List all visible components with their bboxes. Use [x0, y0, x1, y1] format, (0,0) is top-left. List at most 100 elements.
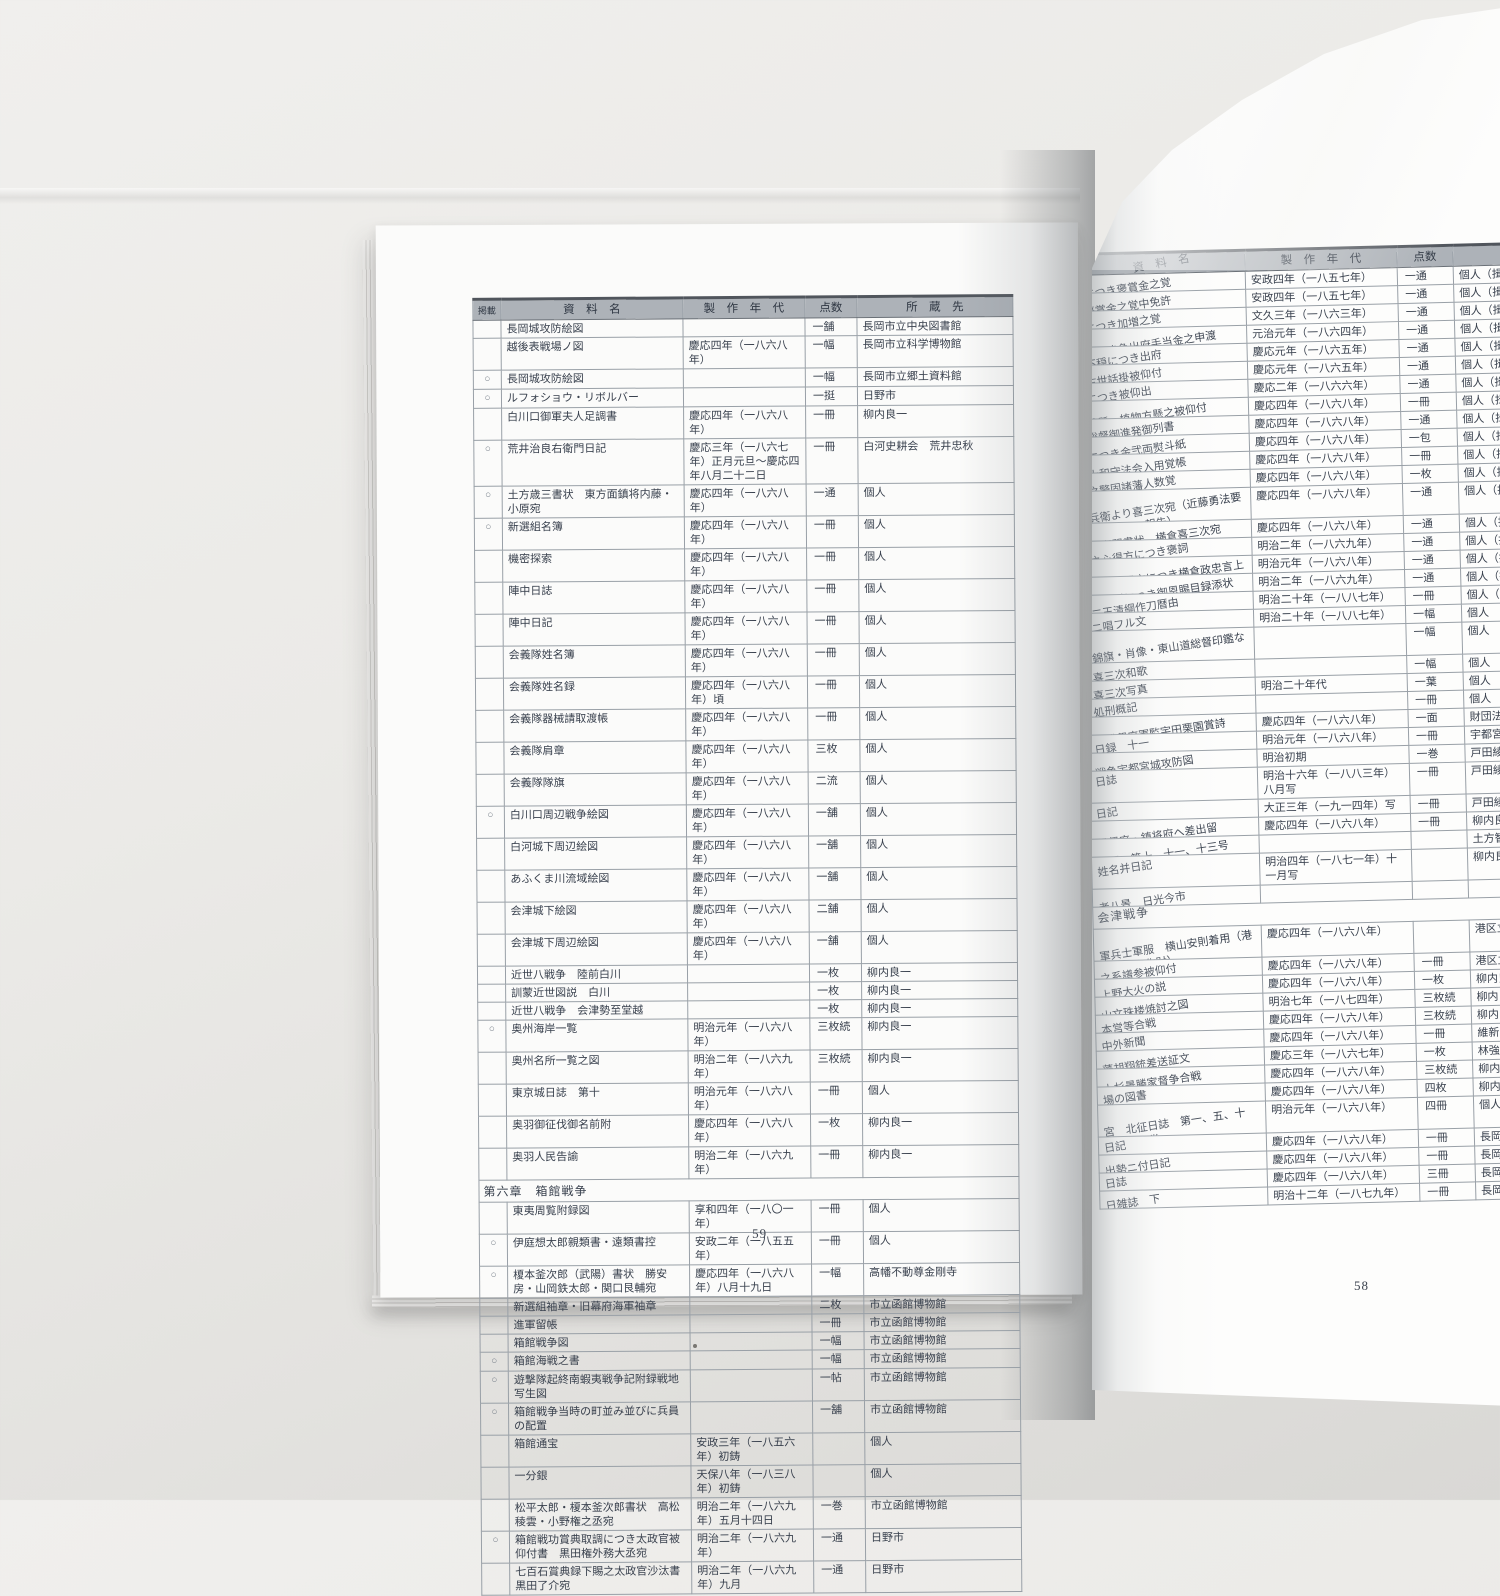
cell-count: 一冊	[807, 675, 860, 708]
cell-date: 慶応四年（一八六八年）	[1261, 921, 1414, 958]
cell-count: 一冊	[1419, 1181, 1476, 1202]
cell-count: 一冊	[807, 707, 860, 740]
cell-mark: ○	[474, 486, 503, 519]
cell-name: 会津城下絵図	[505, 900, 688, 935]
table-row: 白川口御軍夫人足調書 慶応四年（一八六八年） 一冊 柳内良一	[473, 404, 1014, 441]
table-row: ○ 土方歳三書状 東方面鎮将内藤・小原宛 慶応四年（一八六八年） 一通 個人	[474, 482, 1015, 519]
left-catalog-table: 掲載 資 料 名 製 作 年 代 点数 所 蔵 先 長岡城攻防絵図 一舗 長岡市立中…	[472, 294, 1022, 1596]
col-header-material-name: 資 料 名	[500, 297, 683, 321]
cell-name: 新選組袖章・旧幕府海軍袖章	[507, 1296, 690, 1317]
cell-count: 一通	[1398, 320, 1455, 340]
cell-count: 一通	[1398, 338, 1456, 358]
cell-owner: 個人	[862, 1080, 1019, 1114]
cell-owner: 市立函館博物館	[863, 1312, 1021, 1332]
cell-owner: 個人	[860, 770, 1017, 804]
cell-name: 近世八戦争 会津勢至堂越	[505, 1000, 688, 1021]
cell-count: 一幅	[1406, 654, 1464, 674]
cell-count: 一幅	[1405, 604, 1462, 624]
cell-owner: 日野市	[865, 1559, 1022, 1593]
cell-count: 一舗	[808, 835, 861, 868]
table-row: 陣中日誌 慶応四年（一八六八年） 一冊 個人	[474, 578, 1015, 615]
cell-count: 一冊	[805, 437, 859, 485]
cell-owner: 個人	[860, 834, 1017, 868]
cell-count: 一冊	[811, 1199, 864, 1232]
cell-owner: 長岡市立郷土資料館	[857, 366, 1014, 387]
cell-name: 東夷周覧附録図	[507, 1200, 690, 1235]
cell-date: 慶応四年（一八六八年）	[684, 547, 807, 581]
cell-mark	[475, 710, 504, 743]
cell-owner: 個人	[859, 706, 1016, 740]
cell-date: 明治元年（一八六八年）	[687, 1017, 811, 1051]
cell-date	[683, 368, 806, 388]
right-catalog-table: 資 料 名 製 作 年 代 点数 所 蔵 先 につき褒賞金之覚安政四年（一八五七…	[1092, 238, 1500, 1210]
cell-count: 一通	[1400, 410, 1458, 430]
cell-count: 一面	[1407, 708, 1465, 728]
cell-owner: 個人	[858, 482, 1015, 516]
cell-mark	[480, 1334, 509, 1353]
cell-count: 一冊	[1413, 952, 1471, 972]
cell-owner: 高幡不動尊金剛寺	[863, 1262, 1020, 1296]
cell-owner: 日野市	[857, 385, 1014, 406]
cell-name: 会義隊肩章	[503, 740, 687, 775]
cell-mark	[479, 1202, 508, 1235]
cell-owner: 個人	[858, 546, 1015, 580]
cell-count: 一通	[1399, 374, 1457, 394]
cell-count: 一枚	[1414, 970, 1471, 990]
table-row: ○ 新選組名簿 慶応四年（一八六八年） 一冊 個人	[474, 514, 1015, 551]
cell-date: 明治二年（一八六九年）五月十四日	[691, 1496, 814, 1530]
cell-mark	[473, 408, 502, 441]
cell-count: 一舗	[812, 1400, 865, 1433]
cell-mark	[476, 870, 506, 903]
open-book: 掲載 資 料 名 製 作 年 代 点数 所 蔵 先 長岡城攻防絵図 一舗 長岡市立中…	[0, 0, 1500, 1500]
table-row: ○ 伊庭想太郎親類書・遠類書控 安政二年（一八五五年） 一冊 個人	[479, 1230, 1020, 1267]
cell-name: 白川口周辺戦争絵図	[504, 804, 687, 839]
cell-date: 明治二年（一八六九年）	[691, 1528, 814, 1562]
cell-name: 長岡城攻防絵図	[500, 318, 684, 339]
table-row: 奥羽御征伐御名前附 慶応四年（一八六八年） 一枚 柳内良一	[478, 1112, 1019, 1149]
cell-date	[689, 1313, 813, 1333]
cell-count: 一通	[1402, 482, 1460, 516]
cell-owner: 柳内良一	[861, 962, 1018, 982]
table-row: 会義隊姓名簿 慶応四年（一八六八年） 一冊 個人	[475, 642, 1016, 679]
cell-date	[1253, 623, 1407, 660]
cell-mark	[480, 1435, 509, 1468]
cell-name: 東京城日誌 第十	[506, 1082, 689, 1117]
cell-count: 一葉	[1407, 672, 1464, 692]
cell-count: 一冊	[806, 547, 859, 580]
cell-date: 慶応四年（一八六八年）	[686, 867, 809, 901]
cell-name: 日誌	[1092, 767, 1259, 804]
cell-owner: 柳内良一	[862, 1048, 1019, 1082]
cell-date: 慶応四年（一八六八年）	[688, 1113, 811, 1147]
cell-count: 一枚	[1401, 464, 1459, 484]
cell-owner: 個人	[859, 642, 1016, 676]
cell-name: 錦旗・肖像・東山道総督印鑑など	[1092, 627, 1255, 664]
table-row: ○ 荒井治良右衛門日記 慶応三年（一八六七年）正月元旦～慶応四年八月二十二日 一冊 白河…	[473, 436, 1015, 487]
cell-count: 三枚	[807, 739, 861, 772]
cell-name: 会津城下周辺絵図	[505, 932, 688, 967]
cell-count: 一幅	[812, 1349, 865, 1369]
cell-owner: 市立函館博物館	[863, 1294, 1020, 1314]
cell-date	[690, 1368, 813, 1402]
cell-owner: 港区立港郷	[1469, 914, 1500, 953]
cell-count: 一冊	[1408, 726, 1465, 746]
cell-name: 会義隊姓名簿	[503, 644, 686, 679]
cell-owner: 柳内良一	[862, 1144, 1019, 1178]
cell-count: 一通	[1397, 284, 1454, 304]
cell-date: 慶応四年（一八六八年）	[687, 931, 810, 965]
cell-mark: ○	[480, 1403, 509, 1436]
cell-mark: ○	[473, 370, 502, 390]
cell-name: 榎本釜次郎（武陽）書状 勝安房・山岡鉄太郎・関口艮輔宛	[507, 1264, 690, 1299]
cell-owner: 個人	[864, 1431, 1021, 1465]
cell-name: 長岡城攻防絵図	[501, 368, 684, 390]
cell-count: 一枚	[809, 999, 862, 1018]
table-row: 会義隊肩章 慶応四年（一八六八年） 三枚 個人	[475, 738, 1017, 775]
cell-name: 箱館戦争当時の町並み並びに兵員の配置	[508, 1401, 691, 1436]
cell-date: 慶応四年（一八六八年）	[686, 835, 809, 869]
cell-date	[690, 1400, 813, 1434]
cell-date: 慶応四年（一八六八年）	[686, 771, 809, 805]
cell-count: 一冊	[1415, 1023, 1473, 1044]
cell-date: 慶応四年（一八六八年）	[1250, 483, 1404, 520]
cell-name: 荒井治良右衛門日記	[501, 438, 685, 487]
cell-owner: 柳内良一	[861, 998, 1018, 1018]
cell-name: 宮 北征日誌 第一、五、十二、十五巻	[1097, 1101, 1267, 1138]
